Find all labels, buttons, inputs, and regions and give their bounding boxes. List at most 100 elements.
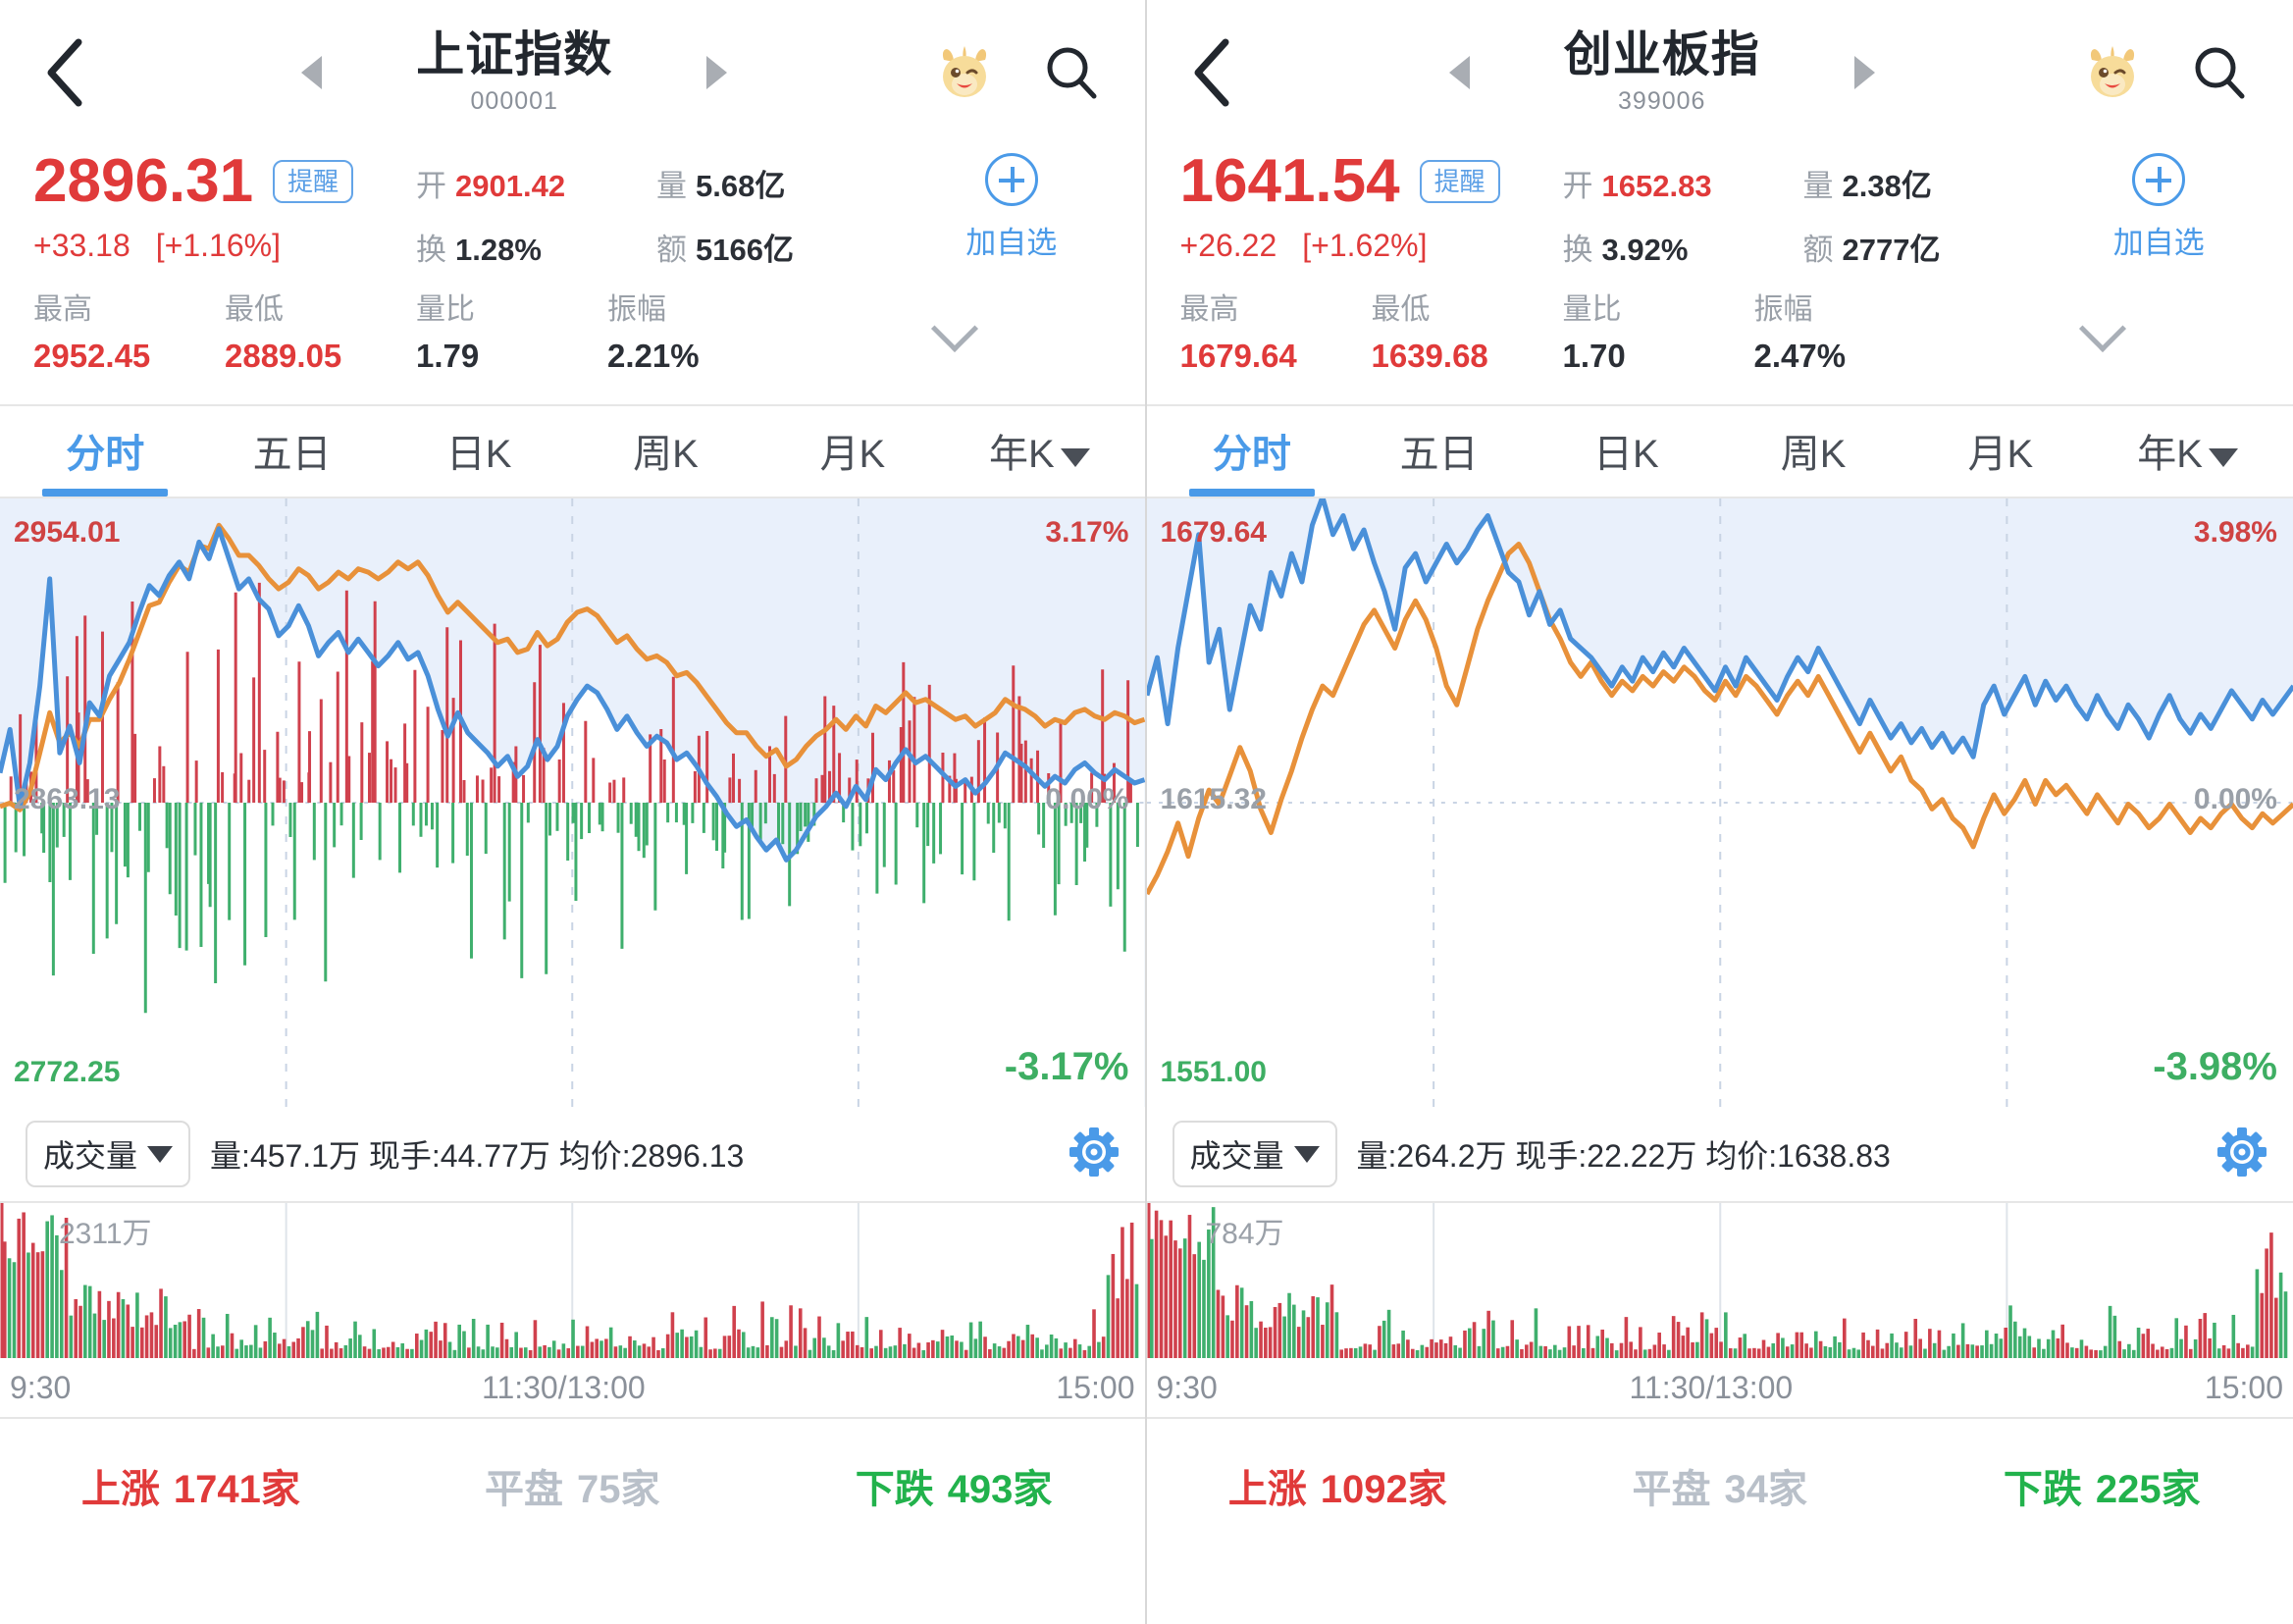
volume-info: 量:457.1万 现手:44.77万 均价:2896.13 — [210, 1138, 745, 1174]
triangle-right-icon[interactable] — [706, 55, 728, 89]
tab-分时[interactable]: 分时 — [12, 422, 198, 497]
tab-月K[interactable]: 月K — [1967, 433, 2034, 476]
indicator-select[interactable]: 成交量 — [26, 1121, 191, 1187]
add-favorite-column[interactable]: 加自选 — [2058, 145, 2261, 262]
gear-icon[interactable] — [1068, 1126, 1120, 1182]
change-row: +33.18 [+1.16%] — [33, 228, 416, 264]
intraday-chart[interactable]: 1679.64 3.98% 1615.32 0.00% 1551.00 -3.98% — [1146, 498, 2293, 1107]
stat-label: 振幅 — [607, 293, 666, 326]
amount-row: 额 5166亿 — [656, 233, 794, 267]
stat-2: 量比 1.70 — [1563, 285, 1754, 375]
time-mid: 11:30/13:00 — [482, 1369, 646, 1405]
time-axis: 9:30 11:30/13:00 15:00 — [0, 1358, 1145, 1419]
volume-max-label: 2311万 — [59, 1218, 152, 1250]
stat-1: 最低 2889.05 — [225, 285, 416, 375]
turnover-row: 换 1.28% — [416, 233, 542, 267]
index-panel-000001: 上证指数 000001 2896.31 提醒 +33.18 [+1.16%] 开 2901.4… — [0, 0, 1147, 1624]
indicator-select[interactable]: 成交量 — [1172, 1121, 1337, 1187]
period-tabs: 分时 五日 日K 周K 月K 年K — [1146, 404, 2293, 498]
caret-down-icon — [147, 1145, 174, 1163]
stat-label: 量比 — [1562, 293, 1622, 326]
volume-chart[interactable]: 784万 — [1146, 1201, 2293, 1358]
time-start: 9:30 — [10, 1369, 72, 1405]
volume-toolbar: 成交量 量:264.2万 现手:22.22万 均价:1638.83 — [1146, 1107, 2293, 1201]
plus-circle-icon[interactable] — [2132, 153, 2186, 206]
stat-value: 2952.45 — [33, 338, 151, 374]
amount-row: 额 2777亿 — [1802, 233, 1941, 267]
breadth-advancers: 上涨 1092家 — [1227, 1468, 1447, 1511]
change-value: +33.18 — [33, 228, 130, 263]
last-price: 1641.54 提醒 — [1180, 151, 1563, 212]
triangle-right-icon[interactable] — [1853, 55, 1875, 89]
stat-label: 最低 — [1371, 293, 1431, 326]
chart-low-price: 1551.00 — [1160, 1056, 1267, 1088]
back-icon[interactable] — [35, 36, 94, 109]
tab-分时[interactable]: 分时 — [1159, 422, 1346, 497]
market-breadth: 上涨 1741家 平盘 75家 下跌 493家 — [0, 1419, 1145, 1527]
volume-amount-column: 量 5.68亿额 5166亿 — [656, 145, 912, 288]
tab-日K[interactable]: 日K — [445, 433, 512, 476]
tab-日K[interactable]: 日K — [1593, 433, 1659, 476]
panel-header: 创业板指 399006 — [1147, 0, 2293, 145]
gear-icon[interactable] — [2216, 1126, 2267, 1182]
search-icon[interactable] — [1043, 44, 1100, 101]
chart-high-pct: 3.17% — [1045, 516, 1129, 549]
page-title: 创业板指 — [1563, 27, 1760, 81]
stat-value: 1.70 — [1562, 338, 1626, 374]
change-percent: [+1.16%] — [155, 228, 281, 263]
breadth-unchanged: 平盘 34家 — [1632, 1468, 1808, 1511]
index-code: 000001 — [470, 87, 558, 116]
stat-3: 振幅 2.21% — [607, 285, 799, 375]
secondary-stats-row: 最高 1679.64 最低 1639.68 量比 1.70 振幅 2.47% — [1147, 285, 2293, 404]
stat-value: 1639.68 — [1371, 338, 1488, 374]
add-favorite-label[interactable]: 加自选 — [2112, 226, 2205, 260]
change-value: +26.22 — [1179, 228, 1277, 263]
back-icon[interactable] — [1182, 36, 1241, 109]
stat-label: 最高 — [33, 293, 92, 326]
tab-年K[interactable]: 年K — [2094, 422, 2281, 497]
chart-low-pct: -3.98% — [2153, 1045, 2277, 1088]
add-favorite-label[interactable]: 加自选 — [965, 226, 1058, 260]
volume-toolbar: 成交量 量:457.1万 现手:44.77万 均价:2896.13 — [0, 1107, 1145, 1201]
stat-label: 最低 — [225, 293, 284, 326]
tab-月K[interactable]: 月K — [819, 433, 886, 476]
last-price: 2896.31 提醒 — [33, 151, 416, 212]
time-axis: 9:30 11:30/13:00 15:00 — [1146, 1358, 2293, 1419]
expand-more-button[interactable] — [1946, 285, 2261, 353]
tab-五日[interactable]: 五日 — [1399, 433, 1479, 476]
tab-五日[interactable]: 五日 — [252, 433, 332, 476]
quote-block: 1641.54 提醒 +26.22 [+1.62%] 开 1652.83 换 3.92% 量 2.… — [1147, 145, 2293, 285]
tab-周K[interactable]: 周K — [1780, 433, 1847, 476]
alert-button[interactable]: 提醒 — [1419, 160, 1500, 203]
alert-button[interactable]: 提醒 — [273, 160, 354, 203]
plus-circle-icon[interactable] — [984, 153, 1038, 206]
stat-0: 最高 1679.64 — [1180, 285, 1372, 375]
index-title-block: 上证指数 000001 — [367, 28, 661, 117]
triangle-left-icon[interactable] — [1448, 55, 1470, 89]
winking-bull-face-icon[interactable] — [2083, 44, 2140, 101]
stat-label: 量比 — [416, 293, 475, 326]
stat-3: 振幅 2.47% — [1754, 285, 1946, 375]
stat-value: 2.21% — [607, 338, 700, 374]
price-column: 2896.31 提醒 +33.18 [+1.16%] — [33, 145, 416, 264]
open-turnover-column: 开 2901.42 换 1.28% — [416, 145, 656, 288]
triangle-left-icon[interactable] — [301, 55, 323, 89]
index-code: 399006 — [1618, 87, 1706, 116]
market-breadth: 上涨 1092家 平盘 34家 下跌 225家 — [1147, 1419, 2293, 1527]
volume-chart[interactable]: 2311万 — [0, 1201, 1145, 1358]
winking-bull-face-icon[interactable] — [935, 44, 992, 101]
volume-info: 量:264.2万 现手:22.22万 均价:1638.83 — [1356, 1138, 1891, 1174]
add-favorite-column[interactable]: 加自选 — [912, 145, 1112, 262]
chevron-down-icon — [2078, 304, 2126, 353]
search-icon[interactable] — [2191, 44, 2248, 101]
index-switcher: 创业板指 399006 — [1241, 27, 2084, 117]
expand-more-button[interactable] — [799, 285, 1112, 353]
panel-header: 上证指数 000001 — [0, 0, 1145, 145]
tab-周K[interactable]: 周K — [633, 433, 699, 476]
open-row: 开 2901.42 — [416, 169, 566, 203]
chevron-down-icon — [931, 304, 979, 353]
chevron-down-icon — [2208, 448, 2238, 467]
intraday-chart[interactable]: 2954.01 3.17% 2863.13 0.00% 2772.25 -3.17% — [0, 498, 1145, 1107]
tab-年K[interactable]: 年K — [946, 422, 1132, 497]
